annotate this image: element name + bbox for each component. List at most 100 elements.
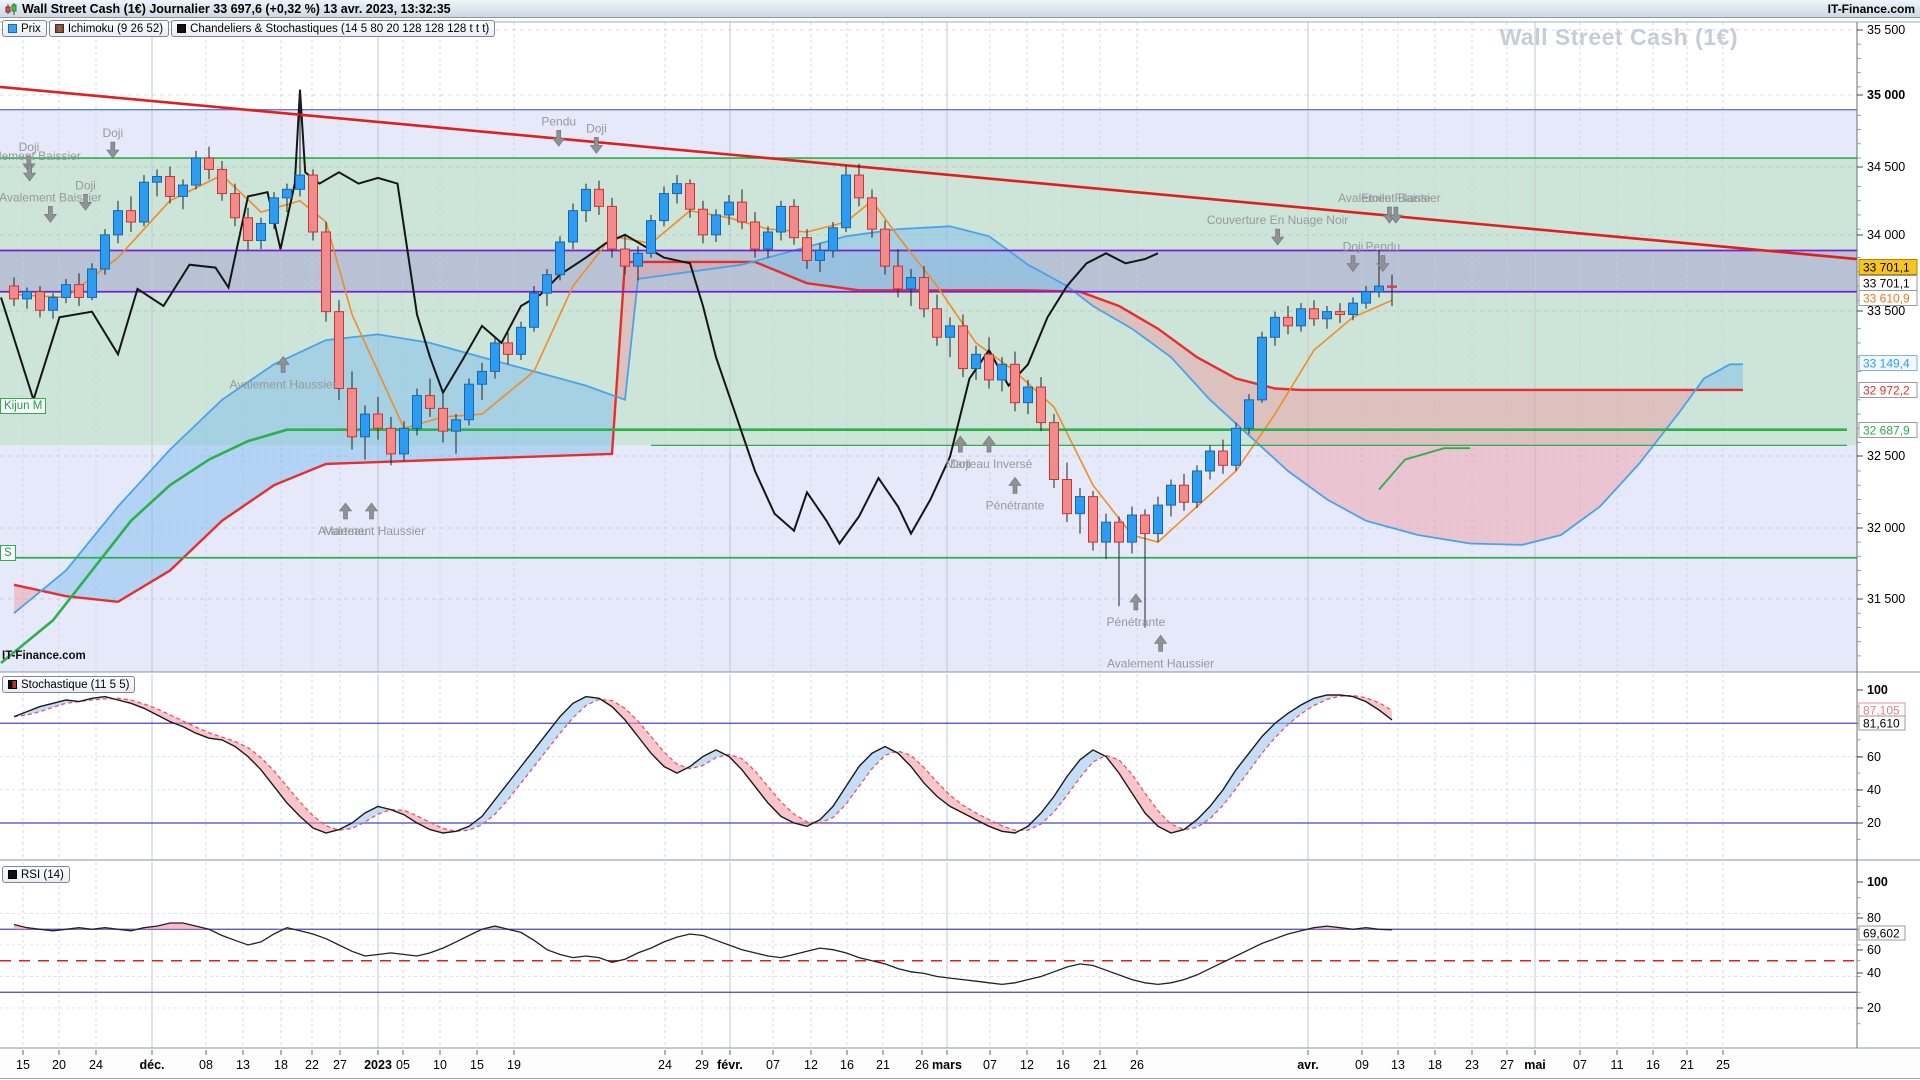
svg-text:07: 07: [983, 1058, 997, 1072]
svg-text:16: 16: [1056, 1058, 1070, 1072]
tab-stochastique-label: Stochastique (11 5 5): [21, 678, 130, 691]
arrow-down-icon: [1376, 255, 1390, 272]
candle: [1114, 521, 1124, 543]
price-icon: [8, 24, 17, 33]
price-zones: [0, 22, 1857, 672]
candle: [815, 249, 825, 261]
legend-tabs: Prix Ichimoku (9 26 52) Chandeliers & St…: [2, 20, 496, 37]
candle: [74, 284, 84, 298]
candle: [178, 184, 188, 197]
stoch-k-line: [13, 694, 1393, 834]
svg-text:10: 10: [433, 1058, 447, 1072]
candle: [776, 205, 786, 233]
svg-text:11: 11: [1611, 1058, 1624, 1072]
pattern-label: Avalement Baissier: [1338, 191, 1441, 205]
pattern-label: Doji: [102, 126, 123, 140]
svg-text:déc.: déc.: [139, 1058, 164, 1072]
candle: [152, 176, 162, 183]
svg-text:33 500: 33 500: [1867, 304, 1905, 318]
pattern-label: Pénétrante: [1107, 615, 1166, 629]
candle: [126, 210, 136, 223]
candle: [100, 234, 110, 270]
candle: [373, 413, 383, 429]
brand-link[interactable]: IT-Finance.com: [1827, 1, 1915, 16]
candle: [360, 413, 370, 438]
candle: [724, 201, 734, 216]
indicator-lines: [0, 89, 1847, 665]
stochastic-panel: [0, 694, 1857, 834]
candle: [1335, 311, 1345, 315]
svg-text:40: 40: [1867, 966, 1881, 980]
svg-text:33 701,1: 33 701,1: [1863, 277, 1910, 291]
candle: [334, 311, 344, 389]
candle: [581, 188, 591, 212]
svg-text:22: 22: [305, 1058, 319, 1072]
pattern-label: Marteau: [323, 524, 367, 538]
svg-text:26: 26: [1130, 1058, 1144, 1072]
candle: [321, 231, 331, 313]
window-title: Wall Street Cash (1€) Journalier 33 697,…: [22, 1, 451, 16]
candle: [880, 228, 890, 267]
candle: [1309, 308, 1319, 320]
tab-rsi[interactable]: RSI (14): [2, 866, 70, 883]
svg-text:mars: mars: [932, 1058, 962, 1072]
candle: [919, 277, 929, 310]
arrow-up-icon: [1153, 634, 1168, 652]
candle: [633, 252, 643, 267]
candle: [1023, 386, 1033, 404]
tab-ichimoku[interactable]: Ichimoku (9 26 52): [48, 20, 170, 37]
tab-prix[interactable]: Prix: [2, 20, 47, 37]
candle: [243, 217, 253, 242]
pattern-label: Etoile Filante: [1361, 191, 1431, 205]
tab-chandeliers[interactable]: Chandeliers & Stochastiques (14 5 80 20 …: [171, 20, 496, 37]
ichimoku-icon: [54, 24, 64, 33]
svg-text:12: 12: [804, 1058, 818, 1072]
svg-text:avr.: avr.: [1297, 1058, 1319, 1072]
candle: [893, 265, 903, 290]
candle: [1088, 496, 1098, 543]
pattern-label: Doji: [586, 121, 607, 135]
pattern-label: Avalement Baissier: [0, 149, 81, 163]
senkou-a-line: [13, 225, 1743, 614]
svg-text:34 000: 34 000: [1867, 228, 1905, 242]
rsi-axis[interactable]: 100 80 60 40 20 69,602: [1857, 875, 1906, 1025]
candle: [958, 325, 968, 370]
candle: [737, 201, 747, 223]
candle: [646, 220, 656, 254]
price-label-box: [1858, 422, 1918, 438]
ichimoku-cloud: [13, 225, 1743, 614]
candle: [932, 308, 942, 338]
svg-text:16: 16: [840, 1058, 854, 1072]
candle: [1140, 514, 1150, 535]
date-axis[interactable]: 15 20 24 déc. 08 13 18 22 27 2023 05 10 15 19 24 29 févr…: [0, 1050, 1920, 1076]
stochastique-icon: [8, 680, 17, 689]
candle: [295, 174, 305, 190]
price-axis[interactable]: 35 500 35 000 34 500 34 000 33 500 32 500 32 0…: [1857, 23, 1918, 657]
candle: [451, 419, 461, 432]
svg-text:27: 27: [333, 1058, 347, 1072]
candle: [438, 407, 448, 432]
candle: [139, 181, 149, 223]
candle: [841, 174, 851, 229]
svg-text:24: 24: [658, 1058, 672, 1072]
svg-text:32 972,2: 32 972,2: [1863, 384, 1910, 398]
svg-text:35 000: 35 000: [1867, 88, 1905, 102]
svg-text:29: 29: [695, 1058, 709, 1072]
pattern-annotations: DojiDojiAvalement BaissierDojiAvalement …: [0, 114, 1441, 670]
svg-text:21: 21: [1680, 1058, 1694, 1072]
tab-stochastique[interactable]: Stochastique (11 5 5): [2, 676, 136, 693]
svg-text:25: 25: [1716, 1058, 1730, 1072]
candle: [1166, 484, 1176, 506]
arrow-up-icon: [982, 435, 996, 453]
arrow-up-icon: [1008, 476, 1022, 494]
rsi-line: [13, 922, 1393, 986]
svg-text:20: 20: [1867, 1001, 1881, 1015]
svg-text:87,105: 87,105: [1863, 704, 1900, 718]
svg-text:21: 21: [876, 1058, 890, 1072]
candlestick-icon: [5, 2, 17, 15]
stoch-label-box: [1858, 715, 1906, 731]
arrow-down-icon: [23, 164, 37, 182]
watermark: Wall Street Cash (1€): [1499, 24, 1738, 50]
